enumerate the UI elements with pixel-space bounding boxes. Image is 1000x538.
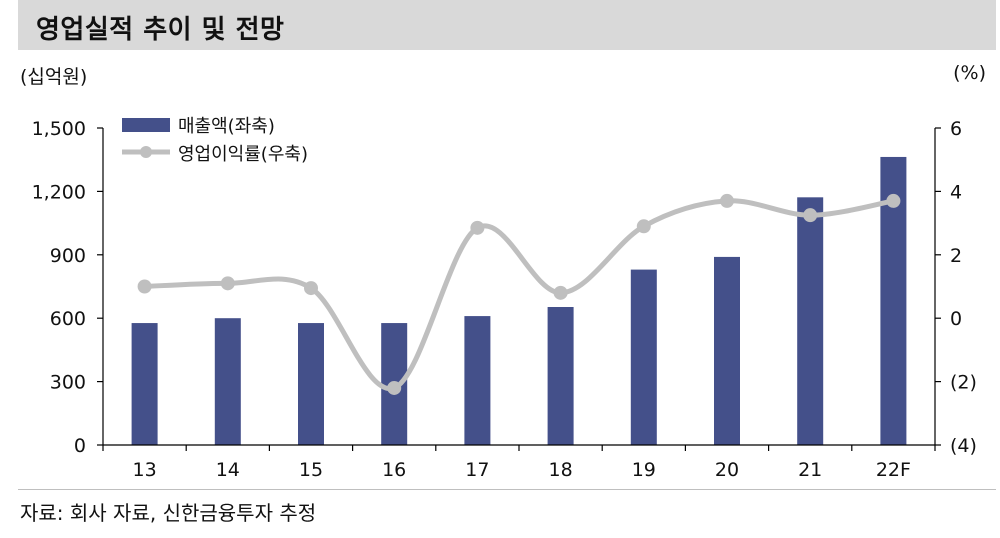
bar [464, 316, 491, 445]
series-line [142, 198, 896, 392]
right-tick-label: (4) [950, 435, 977, 457]
source-divider [18, 489, 996, 490]
right-tick-label: 2 [950, 245, 962, 267]
line-point [137, 279, 152, 294]
axes-layer: 0 300 600 900 1,200 1,500 (4) (2) 0 2 4 6 13 14 15 16 17… [32, 118, 977, 481]
line-point [886, 193, 901, 208]
right-tick-label: 0 [950, 308, 962, 330]
chart-title: 영업실적 추이 및 전망 [36, 15, 285, 45]
bar [298, 323, 324, 445]
left-axis-unit: (십억원) [20, 66, 88, 88]
right-tick-label: (2) [950, 372, 977, 394]
line-point [304, 281, 318, 296]
line-point [470, 220, 485, 235]
left-tick-label: 1,500 [32, 118, 86, 140]
x-tick-label: 17 [465, 459, 489, 481]
right-tick-label: 6 [950, 118, 962, 140]
legend-line-marker [140, 146, 152, 158]
x-tick-label: 19 [632, 459, 656, 481]
right-tick-label: 4 [950, 181, 962, 203]
right-axis-unit: (%) [953, 62, 986, 84]
line-point [387, 380, 402, 395]
bar [547, 306, 574, 445]
left-tick-label: 600 [50, 308, 86, 330]
x-tick-label: 21 [798, 459, 822, 481]
line-point [636, 219, 651, 234]
x-tick-label: 18 [549, 459, 573, 481]
left-tick-label: 300 [50, 372, 86, 394]
bar [214, 318, 241, 445]
left-tick-label: 1,200 [32, 181, 86, 203]
x-tick-label: 20 [715, 459, 739, 481]
x-tick-label: 16 [382, 459, 406, 481]
x-tick-label: 13 [133, 459, 157, 481]
left-tick-label: 0 [74, 435, 86, 457]
line-point [220, 276, 235, 291]
left-tick-label: 900 [50, 245, 86, 267]
legend-bar-swatch [122, 118, 170, 132]
line-point [553, 285, 568, 300]
line-point [803, 208, 818, 223]
bar [131, 323, 158, 445]
x-tick-label: 22F [876, 459, 911, 481]
line-layer [137, 193, 901, 395]
source-note: 자료: 회사 자료, 신한금융투자 추정 [20, 501, 317, 525]
bar [797, 197, 824, 445]
legend-bar-label: 매출액(좌축) [178, 116, 275, 137]
x-tick-label: 15 [299, 459, 323, 481]
bars-layer [131, 156, 907, 445]
title-bar: 영업실적 추이 및 전망 [18, 0, 996, 50]
legend-line-label: 영업이익률(우축) [178, 144, 308, 165]
bar [630, 269, 657, 445]
legend: 매출액(좌축) 영업이익률(우축) [122, 116, 308, 165]
bar [714, 256, 740, 445]
line-point [720, 193, 734, 208]
x-tick-label: 14 [216, 459, 240, 481]
